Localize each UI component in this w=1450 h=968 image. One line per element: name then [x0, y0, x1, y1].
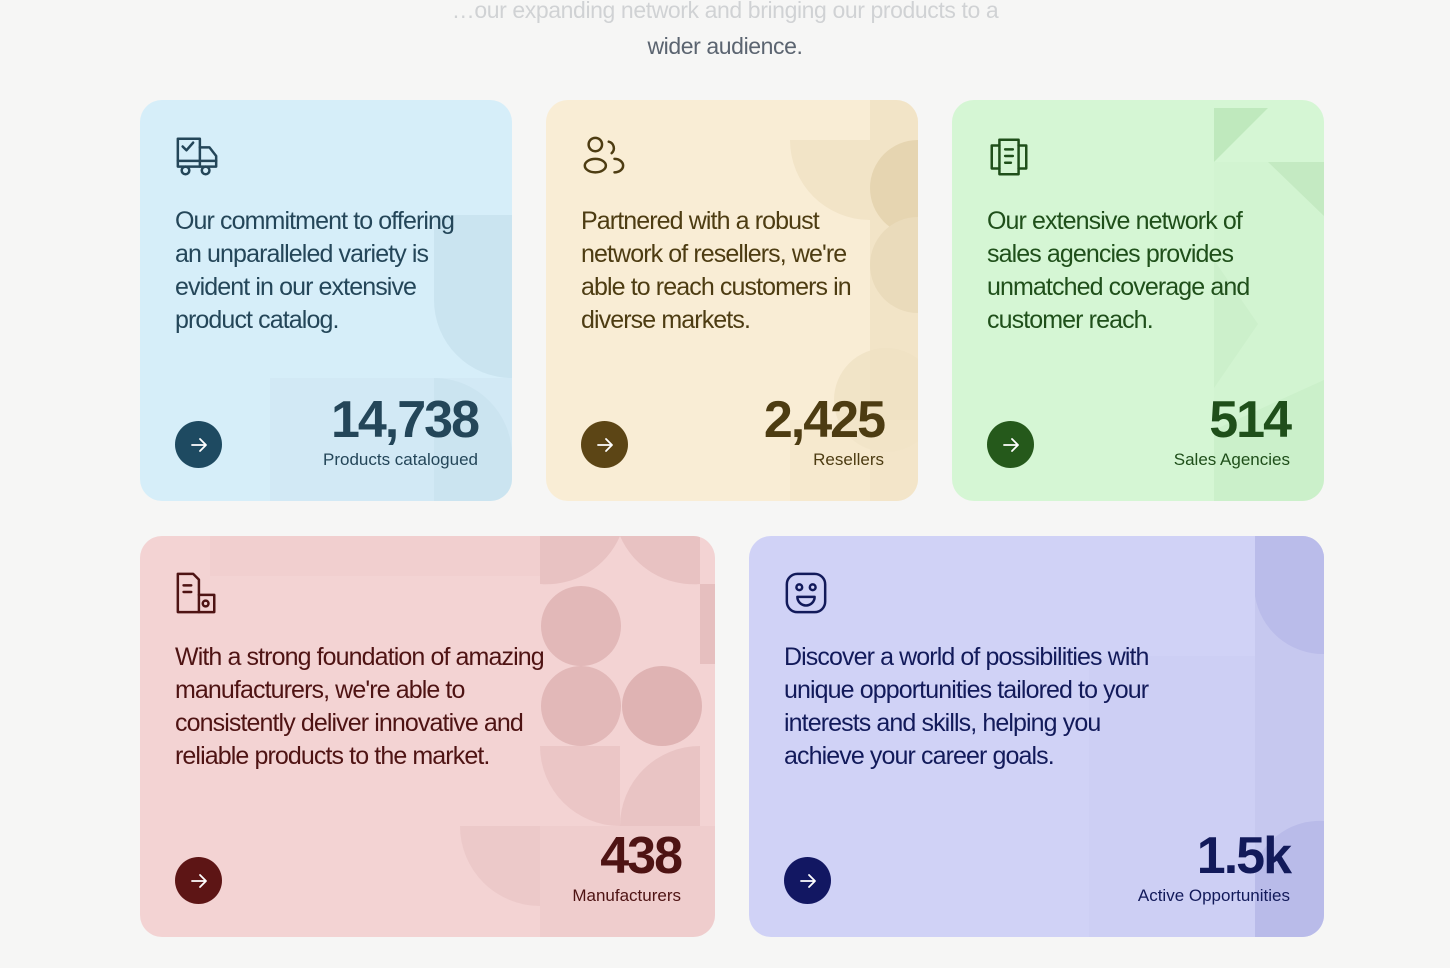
stat-card-resellers: Partnered with a robust network of resel…: [546, 100, 918, 501]
stat-number: 438: [600, 827, 683, 885]
card-description: With a strong foundation of amazing manu…: [175, 643, 545, 770]
stat-card-agencies: Our extensive network of sales agencies …: [952, 100, 1324, 501]
view-resellers-button[interactable]: [581, 421, 628, 468]
stat-label: Manufacturers: [572, 886, 681, 905]
stat-block: 438 Manufacturers: [572, 827, 683, 907]
stat-block: 514 Sales Agencies: [1173, 391, 1292, 471]
card-description: Our extensive network of sales agencies …: [987, 207, 1250, 334]
smiley-face-icon: [785, 572, 827, 614]
stat-label: Products catalogued: [323, 450, 478, 469]
stat-number: 514: [1209, 391, 1292, 449]
view-products-button[interactable]: [175, 421, 222, 468]
intro-line: wider audience.: [647, 33, 803, 59]
stat-card-manufacturers: With a strong foundation of amazing manu…: [140, 536, 715, 937]
stat-card-opportunities: Discover a world of possibilities with u…: [749, 536, 1324, 937]
stat-number: 14,738: [330, 391, 480, 449]
stat-label: Sales Agencies: [1173, 450, 1290, 469]
stat-number: 2,425: [763, 391, 886, 449]
intro-text: …our expanding network and bringing our …: [0, 0, 1450, 64]
view-agencies-button[interactable]: [987, 421, 1034, 468]
card-description: Our commitment to offering an unparallel…: [175, 207, 455, 334]
delivery-truck-icon: [176, 137, 218, 176]
stat-block: 1.5k Active Opportunities: [1137, 827, 1292, 907]
arrow-right-icon: [1002, 437, 1019, 452]
users-icon: [583, 136, 625, 174]
arrow-right-icon: [799, 873, 816, 888]
stat-label: Active Opportunities: [1137, 886, 1290, 905]
factory-icon: [176, 572, 216, 614]
arrow-right-icon: [190, 873, 207, 888]
view-manufacturers-button[interactable]: [175, 857, 222, 904]
view-opportunities-button[interactable]: [784, 857, 831, 904]
stat-card-products: Our commitment to offering an unparallel…: [140, 100, 512, 501]
stat-number: 1.5k: [1196, 827, 1292, 885]
intro-line-cut: …our expanding network and bringing our …: [451, 0, 999, 23]
documents-icon: [990, 138, 1028, 176]
card-description: Partnered with a robust network of resel…: [581, 207, 852, 334]
stat-block: 14,738 Products catalogued: [323, 391, 480, 471]
stat-block: 2,425 Resellers: [763, 391, 886, 471]
stat-label: Resellers: [813, 450, 884, 469]
card-description: Discover a world of possibilities with u…: [784, 643, 1149, 770]
arrow-right-icon: [190, 437, 207, 452]
arrow-right-icon: [596, 437, 613, 452]
